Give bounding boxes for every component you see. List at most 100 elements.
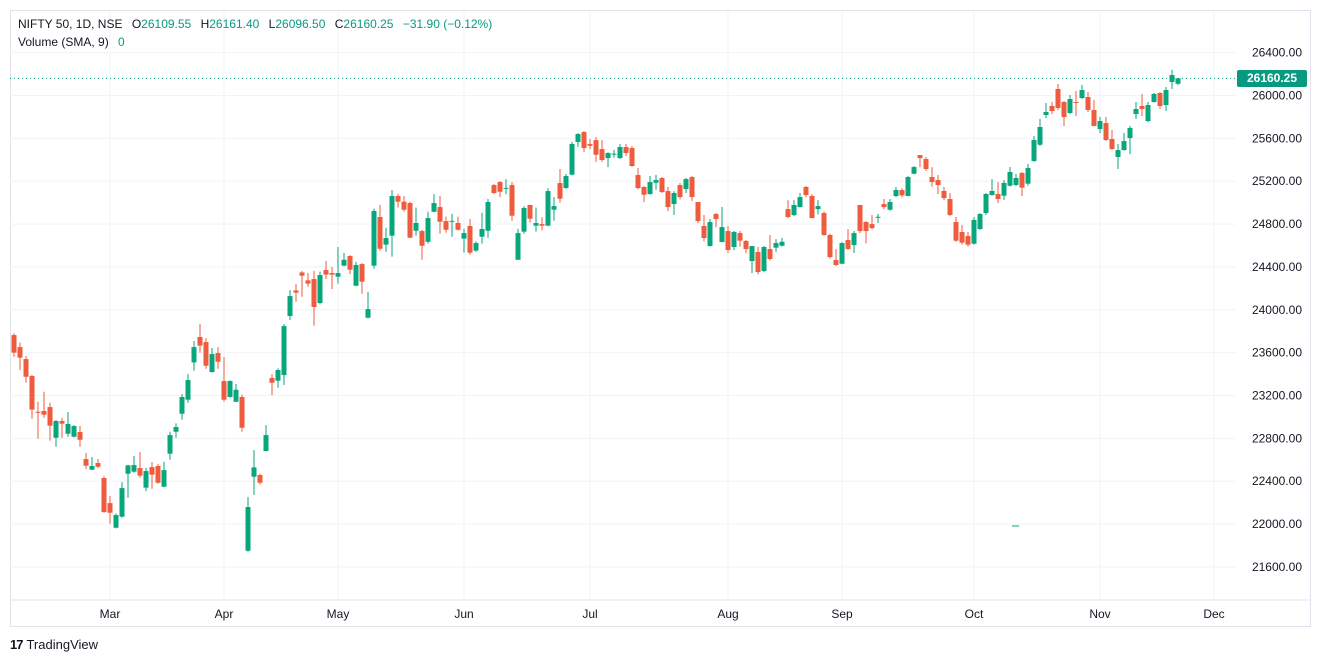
candle-body <box>1049 106 1055 112</box>
candle-body <box>137 468 143 476</box>
candle-down <box>59 417 65 438</box>
candle-up <box>479 212 485 244</box>
candle-body <box>383 238 389 245</box>
candle-up <box>365 292 371 319</box>
price-axis[interactable]: 21600.00 22000.00 22400.00 22800.00 23200.00… <box>1252 46 1302 574</box>
candle-body <box>65 424 71 434</box>
price-tick-label: 22000.00 <box>1252 517 1302 531</box>
candle-up <box>791 200 797 217</box>
candle-down <box>467 219 473 255</box>
candle-down <box>557 169 563 203</box>
candle-up <box>131 456 137 473</box>
candle-down <box>41 391 47 418</box>
candle-up <box>797 193 803 208</box>
candle-body <box>587 144 593 146</box>
candle-body <box>767 249 773 260</box>
candle-down <box>689 176 695 202</box>
candle-body <box>911 167 917 174</box>
candle-body <box>119 488 125 517</box>
candle-body <box>431 203 437 212</box>
candle-down <box>629 146 635 167</box>
time-tick-label: Jul <box>582 607 597 621</box>
candle-body <box>1055 88 1061 109</box>
candle-down <box>659 177 665 194</box>
candle-up <box>779 238 785 247</box>
candle-up <box>287 290 293 321</box>
candle-body <box>869 224 875 229</box>
time-axis[interactable]: Mar Apr May Jun Jul Aug Sep Oct Nov Dec <box>100 607 1225 621</box>
tradingview-attribution[interactable]: 17 TradingView <box>10 637 98 652</box>
candle-body <box>803 187 809 196</box>
candle-body <box>1025 168 1031 184</box>
candle-up <box>503 179 509 195</box>
candle-body <box>659 178 665 193</box>
candle-body <box>305 280 311 284</box>
candle-body <box>443 221 449 230</box>
candle-body <box>815 206 821 210</box>
candle-body <box>1061 102 1067 118</box>
price-tick-label: 25600.00 <box>1252 131 1302 145</box>
candle-down <box>539 217 545 231</box>
candle-body <box>437 207 443 222</box>
candle-up <box>545 188 551 227</box>
candle-down <box>1091 100 1097 127</box>
time-tick-label: Dec <box>1203 607 1224 621</box>
candle-body <box>941 190 947 199</box>
candle-body <box>719 227 725 243</box>
price-tick-label: 25200.00 <box>1252 174 1302 188</box>
candle-body <box>557 183 563 199</box>
candle-body <box>551 206 557 210</box>
candle-down <box>635 168 641 190</box>
candle-down <box>17 342 23 371</box>
candle-up <box>353 262 359 287</box>
ohlc-legend: NIFTY 50, 1D, NSE O26109.55 H26161.40 L2… <box>18 17 492 31</box>
candle-body <box>1079 90 1085 98</box>
candle-body <box>317 275 323 304</box>
high-value: 26161.40 <box>209 17 260 31</box>
candle-down <box>23 356 29 383</box>
candle-body <box>215 353 221 362</box>
candle-body <box>239 397 245 428</box>
candle-down <box>599 140 605 162</box>
candle-body <box>161 470 167 487</box>
candle-up <box>461 228 467 253</box>
candle-down <box>203 338 209 369</box>
candle-down <box>311 271 317 326</box>
candle-down <box>11 333 17 357</box>
volume-label[interactable]: Volume (SMA, 9) <box>18 35 109 49</box>
candle-down <box>737 231 743 247</box>
candle-down <box>725 226 731 254</box>
candle-down <box>821 211 827 236</box>
candle-body <box>521 208 527 232</box>
symbol-label[interactable]: NIFTY 50, 1D, NSE <box>18 17 123 31</box>
candle-down <box>587 139 593 150</box>
candle-up <box>1025 163 1031 186</box>
candle-up <box>653 175 659 190</box>
candle-body <box>425 218 431 242</box>
time-tick-label: Apr <box>215 607 234 621</box>
candle-down <box>881 199 887 210</box>
candle-down <box>359 263 365 294</box>
candle-up <box>281 324 287 386</box>
close-value: 26160.25 <box>343 17 394 31</box>
candle-up <box>245 497 251 552</box>
candle-body <box>23 359 29 377</box>
candle-down <box>1139 93 1145 116</box>
candle-body <box>545 191 551 226</box>
candle-body <box>209 354 215 373</box>
candle-body <box>245 507 251 551</box>
candle-body <box>413 223 419 231</box>
candle-body <box>227 381 233 398</box>
candle-body <box>797 197 803 208</box>
candle-body <box>593 140 599 155</box>
candle-body <box>575 134 581 143</box>
candle-down <box>785 200 791 219</box>
candle-body <box>851 233 857 246</box>
candle-up <box>263 425 269 452</box>
candle-body <box>1043 112 1049 116</box>
candle-body <box>497 182 503 192</box>
candle-body <box>845 240 851 250</box>
candle-body <box>605 153 611 159</box>
candle-body <box>971 220 977 244</box>
